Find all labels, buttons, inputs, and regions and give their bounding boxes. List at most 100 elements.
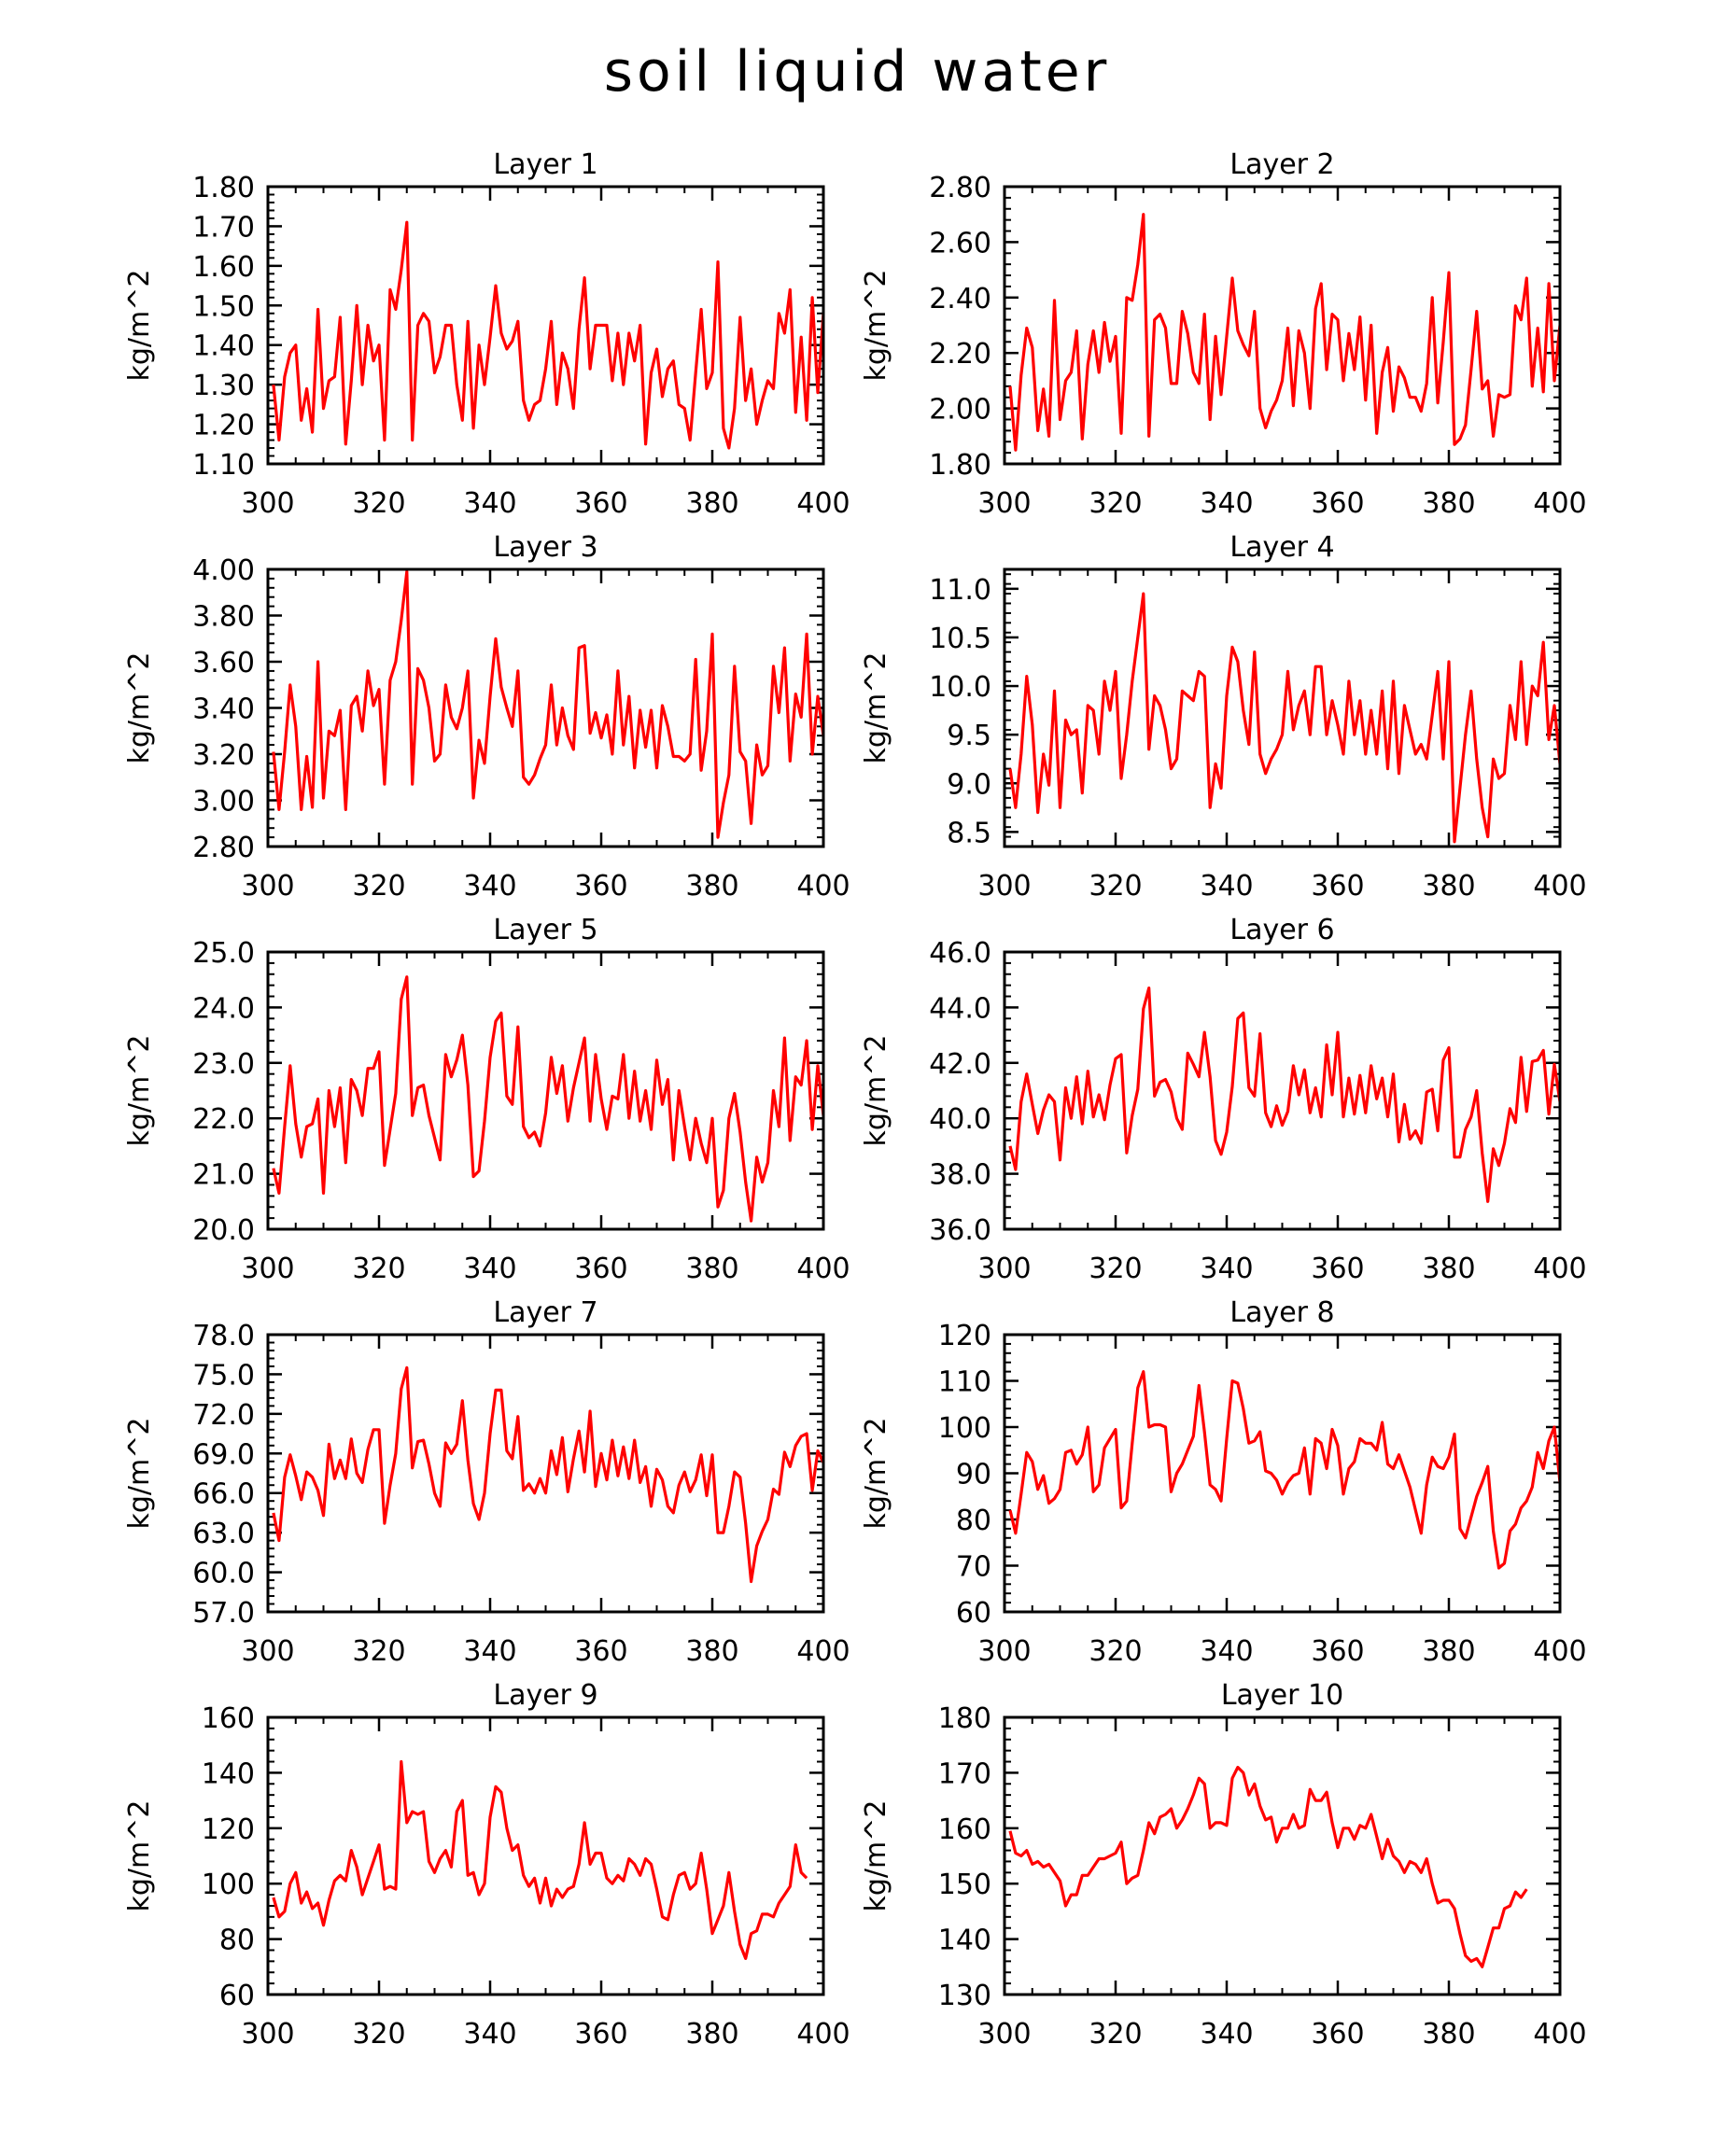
x-tick-label: 340 [1200,870,1253,903]
y-tick-label: 36.0 [929,1214,991,1247]
x-tick-label: 300 [241,870,294,903]
x-tick-label: 320 [1089,487,1142,520]
x-tick-label: 320 [352,1635,405,1668]
series-line [272,975,823,1223]
y-tick-label: 40.0 [929,1103,991,1136]
y-tick-label: 38.0 [929,1159,991,1192]
y-axis-label: kg/m^2 [860,1035,892,1147]
panel-title: Layer 8 [1229,1296,1334,1329]
y-tick-label: 1.20 [192,410,255,442]
x-tick-label: 320 [352,487,405,520]
y-tick-label: 2.00 [929,394,991,427]
x-tick-label: 320 [352,870,405,903]
y-axis-label: kg/m^2 [860,652,892,764]
y-tick-label: 11.0 [929,574,991,607]
y-tick-label: 2.60 [929,227,991,259]
panel-title: Layer 6 [1229,914,1334,946]
y-axis-label: kg/m^2 [860,270,892,382]
x-tick-label: 400 [796,2018,850,2051]
x-tick-label: 340 [1200,1253,1253,1285]
chart-panel-4: Layer 4 kg/m^2 300 320 340 360 380 400 8.5 9.0 9.5… [860,531,1587,903]
panel-title: Layer 1 [493,148,597,181]
x-tick-label: 400 [1533,870,1586,903]
y-tick-label: 3.20 [192,739,255,772]
x-tick-label: 320 [1089,1635,1142,1668]
y-tick-label: 9.5 [947,720,991,752]
x-tick-label: 360 [574,487,627,520]
y-tick-label: 80 [219,1925,255,1957]
plot-frame [1003,950,1562,1231]
chart-panel-6: Layer 6 kg/m^2 300 320 340 360 380 400 36.0 38.0 4… [860,914,1587,1285]
x-tick-label: 400 [796,1253,850,1285]
y-tick-label: 60.0 [192,1558,255,1590]
y-tick-label: 130 [938,1980,991,2012]
x-tick-label: 340 [463,870,516,903]
y-tick-label: 57.0 [192,1597,255,1630]
chart-panel-9: Layer 9 kg/m^2 300 320 340 360 380 400 60 80 100 12… [123,1679,850,2051]
y-tick-label: 46.0 [929,937,991,970]
y-tick-label: 20.0 [192,1214,255,1247]
x-tick-label: 340 [1200,487,1253,520]
x-tick-label: 360 [1311,2018,1364,2051]
plot-frame [266,1715,825,1996]
x-tick-label: 380 [1422,870,1475,903]
x-tick-label: 320 [1089,1253,1142,1285]
x-tick-label: 340 [463,2018,516,2051]
y-tick-label: 75.0 [192,1359,255,1392]
plot-frame [1003,1715,1562,1996]
y-tick-label: 1.60 [192,251,255,284]
y-tick-label: 1.30 [192,370,255,402]
x-tick-label: 360 [574,2018,627,2051]
y-axis-label: kg/m^2 [860,1800,892,1912]
y-tick-label: 3.80 [192,601,255,634]
y-tick-label: 120 [938,1320,991,1352]
y-tick-label: 1.70 [192,211,255,244]
y-tick-label: 2.40 [929,283,991,315]
y-axis-label: kg/m^2 [123,270,156,382]
x-tick-label: 340 [463,487,516,520]
y-tick-label: 100 [202,1869,255,1901]
x-tick-label: 380 [685,2018,738,2051]
x-tick-label: 300 [977,1253,1031,1285]
y-tick-label: 1.10 [192,449,255,482]
x-tick-label: 360 [574,870,627,903]
plot-frame [266,950,825,1231]
y-tick-label: 63.0 [192,1518,255,1550]
series-line [272,1759,808,1960]
x-tick-label: 320 [352,1253,405,1285]
x-tick-label: 400 [1533,1253,1586,1285]
x-tick-label: 300 [241,487,294,520]
plot-frame [1003,185,1562,466]
y-tick-label: 4.00 [192,554,255,587]
series-line [1008,986,1560,1203]
y-tick-label: 160 [202,1702,255,1735]
x-tick-label: 360 [1311,870,1364,903]
x-tick-label: 300 [241,1253,294,1285]
chart-panel-2: Layer 2 kg/m^2 300 320 340 360 380 400 1.80 2.00 2… [860,148,1587,520]
y-tick-label: 1.40 [192,330,255,363]
chart-panel-5: Layer 5 kg/m^2 300 320 340 360 380 400 20.0 21.0 2… [123,914,850,1285]
plot-frame [1003,1333,1562,1614]
x-tick-label: 400 [1533,1635,1586,1668]
x-tick-label: 400 [1533,2018,1586,2051]
y-tick-label: 10.5 [929,623,991,655]
y-tick-label: 60 [219,1980,255,2012]
series-line [1008,592,1560,844]
y-tick-label: 180 [938,1702,991,1735]
panel-title: Layer 5 [493,914,597,946]
y-tick-label: 44.0 [929,992,991,1025]
y-tick-label: 60 [956,1597,991,1630]
y-tick-label: 69.0 [192,1438,255,1471]
panel-title: Layer 4 [1229,531,1334,564]
y-tick-label: 140 [202,1757,255,1790]
y-axis-label: kg/m^2 [123,652,156,764]
x-tick-label: 380 [1422,1635,1475,1668]
y-tick-label: 170 [938,1757,991,1790]
y-tick-label: 90 [956,1459,991,1491]
y-axis-label: kg/m^2 [123,1035,156,1147]
x-tick-label: 400 [796,870,850,903]
x-tick-label: 300 [977,1635,1031,1668]
y-tick-label: 22.0 [192,1103,255,1136]
plot-frame [266,567,825,848]
y-tick-label: 21.0 [192,1159,255,1192]
